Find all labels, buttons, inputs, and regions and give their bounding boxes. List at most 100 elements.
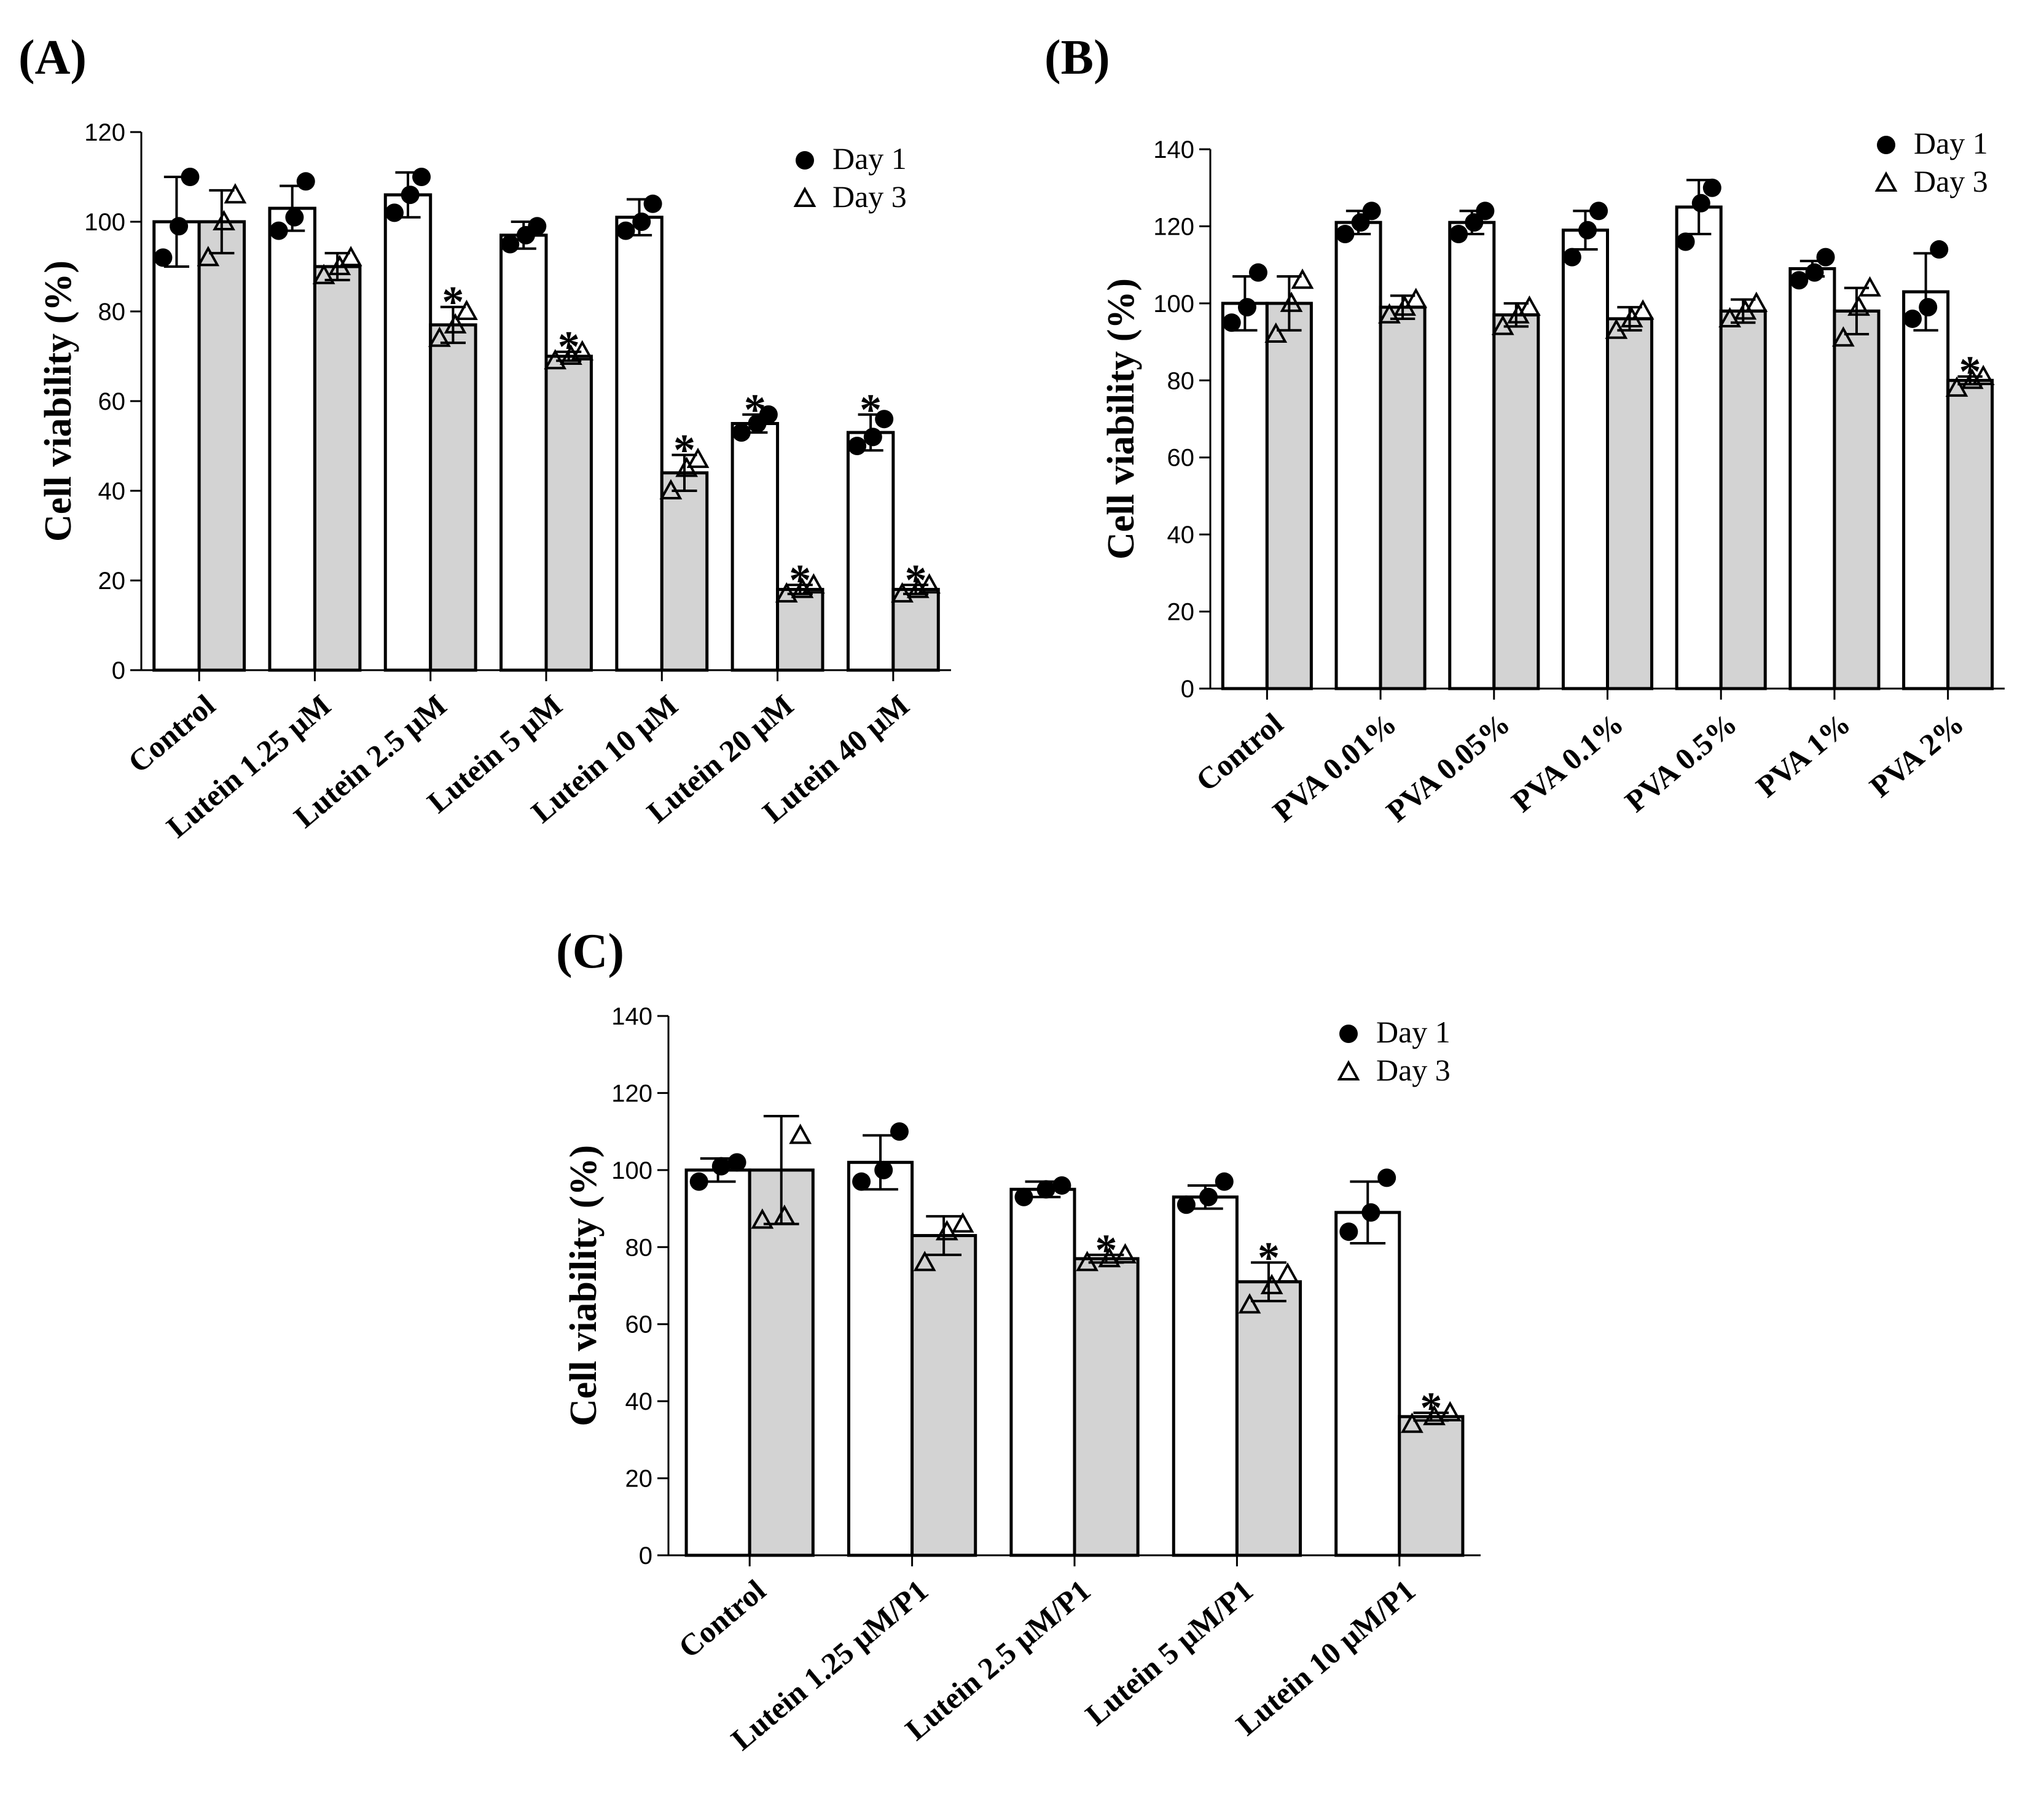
data-point-day1 — [632, 213, 651, 231]
data-point-day3 — [1291, 268, 1314, 289]
bar-day1 — [1561, 229, 1609, 690]
data-point-day3 — [1401, 1412, 1423, 1433]
data-point-day1 — [1805, 263, 1824, 282]
y-tick-label: 60 — [1167, 445, 1195, 472]
data-point-day1 — [1930, 240, 1949, 259]
data-point-day3 — [1280, 291, 1303, 312]
data-point-day3 — [1831, 326, 1855, 347]
data-point-day1 — [181, 168, 200, 186]
data-point-day3 — [1745, 291, 1768, 312]
data-point-day1 — [848, 437, 867, 455]
data-point-day3 — [1378, 303, 1401, 324]
legend-day3-marker — [793, 186, 816, 207]
data-point-day1 — [1237, 298, 1256, 317]
data-point-day3 — [1972, 364, 1995, 386]
legend-day1-marker — [1877, 136, 1895, 154]
data-point-day3 — [1605, 318, 1628, 339]
legend-day1-marker — [796, 151, 814, 170]
data-point-day1 — [875, 410, 894, 429]
bar-day1 — [1675, 205, 1723, 690]
y-tick-label: 40 — [625, 1388, 653, 1415]
bar-day3 — [544, 354, 593, 672]
data-point-day3 — [891, 582, 914, 603]
y-tick-label: 80 — [1167, 367, 1195, 394]
data-point-day1 — [154, 248, 173, 267]
y-tick-label: 20 — [625, 1466, 653, 1493]
y-tick-label: 0 — [639, 1542, 652, 1569]
data-point-day1 — [385, 203, 404, 222]
data-point-day1 — [528, 217, 547, 236]
panel-label: (B) — [1044, 31, 1110, 85]
data-point-day1 — [1339, 1222, 1358, 1241]
bar-day3 — [1719, 309, 1767, 690]
bar-day3 — [1833, 309, 1881, 690]
y-tick-label: 100 — [611, 1157, 652, 1184]
data-point-day1 — [1676, 232, 1695, 251]
significance-star: * — [673, 426, 695, 475]
y-tick-label: 0 — [1181, 676, 1194, 703]
y-tick-label: 0 — [112, 657, 125, 684]
bar-day3 — [313, 265, 362, 672]
data-point-day1 — [170, 217, 189, 236]
bar-day1 — [1902, 290, 1950, 690]
data-point-day1 — [1361, 1203, 1380, 1222]
data-point-day1 — [1589, 201, 1608, 221]
category-label: PVA 0.5% — [1618, 706, 1743, 819]
bar-day1 — [1221, 302, 1269, 690]
y-tick-label: 120 — [611, 1080, 652, 1107]
data-point-day1 — [711, 1157, 730, 1176]
data-point-day1 — [1177, 1195, 1196, 1214]
data-point-day1 — [1790, 271, 1809, 290]
bar-day1 — [1334, 1211, 1401, 1557]
data-point-day1 — [501, 235, 520, 254]
y-tick-label: 100 — [1153, 291, 1194, 318]
data-point-day3 — [1847, 295, 1870, 316]
data-point-day1 — [1691, 193, 1710, 213]
category-label: Control — [1189, 706, 1290, 798]
significance-star: * — [744, 385, 766, 434]
data-point-day1 — [1903, 309, 1922, 328]
significance-star: * — [1420, 1383, 1442, 1432]
data-point-day1 — [1362, 201, 1381, 221]
legend-day3-label: Day 3 — [832, 179, 907, 214]
y-tick-label: 100 — [84, 209, 125, 236]
bar-day1 — [268, 206, 316, 672]
data-point-day1 — [852, 1172, 871, 1191]
data-point-day3 — [1423, 1405, 1446, 1426]
data-point-day3 — [1260, 1273, 1283, 1294]
data-point-day1 — [1052, 1176, 1071, 1195]
data-point-day3 — [951, 1212, 974, 1233]
legend-day3-label: Day 3 — [1914, 164, 1988, 198]
bar-day3 — [1073, 1257, 1140, 1557]
category-label: Control — [672, 1572, 772, 1665]
data-point-day1 — [759, 405, 778, 424]
bar-day1 — [499, 233, 548, 672]
bar-day3 — [1946, 378, 1994, 690]
bar-day3 — [1492, 313, 1540, 690]
bar-day1 — [684, 1168, 751, 1557]
data-point-day1 — [401, 186, 420, 205]
legend-day1-label: Day 1 — [1376, 1015, 1451, 1049]
bar-day1 — [1788, 267, 1836, 690]
chart-panel-0: (A) 0 20 40 60 80 100 120 Cell viability (%) Cont… — [18, 31, 951, 844]
category-label: Control — [122, 687, 222, 779]
data-point-day3 — [571, 340, 594, 361]
y-axis-label: Cell viability (%) — [1100, 278, 1142, 560]
significance-star: * — [1258, 1233, 1280, 1282]
data-point-day1 — [1449, 224, 1468, 243]
bar-day3 — [748, 1168, 815, 1557]
bar-day1 — [383, 193, 433, 672]
significance-star: * — [558, 322, 580, 372]
data-point-day1 — [1377, 1168, 1396, 1187]
data-point-day1 — [1248, 263, 1267, 282]
data-point-day3 — [1945, 376, 1968, 397]
data-point-day1 — [412, 168, 431, 186]
data-point-day1 — [296, 172, 315, 191]
bar-day1 — [730, 422, 780, 672]
data-point-day3 — [802, 573, 825, 594]
data-point-day3 — [1276, 1262, 1299, 1283]
data-point-day3 — [1076, 1251, 1099, 1272]
bar-day3 — [776, 588, 824, 672]
bar-day3 — [910, 1233, 977, 1557]
data-point-day1 — [269, 221, 288, 240]
